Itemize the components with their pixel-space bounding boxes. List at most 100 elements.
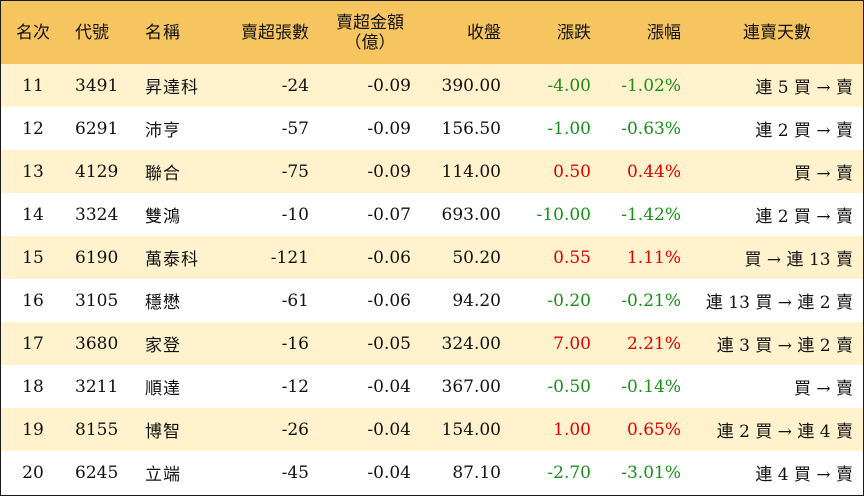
cell-rank: 18 (22, 376, 44, 397)
cell-streak: 連 3 買 → 連 2 賣 (716, 336, 853, 356)
cell-streak: 買 → 賣 (793, 379, 853, 399)
cell-change: -4.00 (547, 75, 591, 96)
cell-net-sell-lots: -10 (281, 204, 309, 225)
table-row: 15 6190 萬泰科 -121 -0.06 50.20 0.55 1.11% 買 → 連 13… (1, 236, 863, 279)
cell-net-sell-lots: -61 (281, 290, 309, 311)
cell-code: 3491 (75, 75, 119, 96)
cell-net-sell-lots: -16 (281, 333, 309, 354)
cell-close: 156.50 (441, 118, 501, 139)
cell-net-sell-amount: -0.04 (367, 462, 411, 483)
table-row: 12 6291 沛亨 -57 -0.09 156.50 -1.00 -0.63% 連 2 買 →… (1, 107, 863, 150)
cell-net-sell-lots: -121 (270, 247, 309, 268)
cell-name: 家登 (145, 336, 181, 356)
cell-name: 穩懋 (145, 293, 181, 313)
header-net-sell-amount-label: 賣超金額 (336, 12, 404, 33)
cell-name: 立端 (145, 465, 181, 485)
cell-code: 3324 (75, 204, 119, 225)
cell-name: 博智 (145, 422, 181, 442)
cell-close: 50.20 (452, 247, 501, 268)
cell-streak: 連 4 買 → 賣 (755, 465, 853, 485)
table-header-row: 名次 代號 名稱 賣超張數 賣超金額 （億） 收盤 漲跌 漲幅 連賣天數 (1, 1, 863, 64)
cell-rank: 13 (22, 161, 44, 182)
cell-code: 6190 (75, 247, 119, 268)
header-change-pct: 漲幅 (647, 22, 681, 43)
cell-net-sell-amount: -0.07 (367, 204, 411, 225)
cell-net-sell-lots: -75 (281, 161, 309, 182)
cell-change: 7.00 (553, 333, 591, 354)
cell-close: 367.00 (441, 376, 501, 397)
table-row: 16 3105 穩懋 -61 -0.06 94.20 -0.20 -0.21% 連 13 買 →… (1, 279, 863, 322)
cell-streak: 連 2 買 → 連 4 賣 (716, 422, 853, 442)
table-row: 17 3680 家登 -16 -0.05 324.00 7.00 2.21% 連 3 買 → 連… (1, 322, 863, 365)
cell-change: -0.20 (547, 290, 591, 311)
cell-code: 4129 (75, 161, 119, 182)
cell-rank: 19 (22, 419, 44, 440)
cell-streak: 連 2 買 → 賣 (755, 121, 853, 141)
cell-net-sell-lots: -26 (281, 419, 309, 440)
cell-code: 3211 (75, 376, 119, 397)
cell-change-pct: 1.11% (626, 247, 681, 268)
table-row: 19 8155 博智 -26 -0.04 154.00 1.00 0.65% 連 2 買 → 連… (1, 408, 863, 451)
cell-code: 6245 (75, 462, 119, 483)
cell-change-pct: 0.65% (626, 419, 681, 440)
header-streak: 連賣天數 (743, 22, 811, 43)
cell-net-sell-amount: -0.06 (367, 290, 411, 311)
table-row: 11 3491 昇達科 -24 -0.09 390.00 -4.00 -1.02% 連 5 買 … (1, 64, 863, 107)
cell-name: 順達 (145, 379, 181, 399)
cell-name: 雙鴻 (145, 207, 181, 227)
cell-name: 沛亨 (145, 121, 181, 141)
cell-name: 萬泰科 (145, 250, 199, 270)
cell-code: 8155 (75, 419, 119, 440)
cell-net-sell-amount: -0.09 (367, 118, 411, 139)
cell-close: 94.20 (452, 290, 501, 311)
cell-rank: 20 (22, 462, 44, 483)
cell-change-pct: 0.44% (626, 161, 681, 182)
cell-close: 87.10 (452, 462, 501, 483)
table-row: 18 3211 順達 -12 -0.04 367.00 -0.50 -0.14% 買 → 賣 (1, 365, 863, 408)
cell-change: 0.50 (553, 161, 591, 182)
cell-name: 昇達科 (145, 78, 199, 98)
table-row: 14 3324 雙鴻 -10 -0.07 693.00 -10.00 -1.42% 連 2 買 … (1, 193, 863, 236)
cell-change-pct: -0.63% (621, 118, 681, 139)
cell-change-pct: -1.42% (621, 204, 681, 225)
cell-change-pct: 2.21% (626, 333, 681, 354)
cell-net-sell-lots: -12 (281, 376, 309, 397)
cell-code: 3680 (75, 333, 119, 354)
cell-change: -1.00 (547, 118, 591, 139)
cell-change-pct: -3.01% (621, 462, 681, 483)
cell-net-sell-amount: -0.09 (367, 75, 411, 96)
cell-close: 324.00 (441, 333, 501, 354)
cell-rank: 17 (22, 333, 44, 354)
cell-streak: 買 → 連 13 賣 (744, 250, 854, 270)
cell-rank: 11 (22, 75, 44, 96)
cell-rank: 16 (22, 290, 44, 311)
header-net-sell-lots: 賣超張數 (241, 22, 309, 43)
cell-net-sell-amount: -0.05 (367, 333, 411, 354)
header-code: 代號 (75, 22, 109, 43)
cell-change-pct: -0.14% (621, 376, 681, 397)
cell-streak: 買 → 賣 (793, 164, 853, 184)
table-row: 20 6245 立端 -45 -0.04 87.10 -2.70 -3.01% 連 4 買 → … (1, 451, 863, 494)
cell-change: -0.50 (547, 376, 591, 397)
cell-change: -2.70 (547, 462, 591, 483)
header-net-sell-amount: 賣超金額 （億） (319, 1, 421, 64)
cell-close: 693.00 (441, 204, 501, 225)
cell-net-sell-amount: -0.04 (367, 419, 411, 440)
cell-net-sell-amount: -0.06 (367, 247, 411, 268)
cell-change: -10.00 (536, 204, 591, 225)
cell-net-sell-lots: -57 (281, 118, 309, 139)
cell-net-sell-lots: -45 (281, 462, 309, 483)
header-change: 漲跌 (557, 22, 591, 43)
header-net-sell-amount-unit: （億） (344, 32, 396, 53)
cell-rank: 15 (22, 247, 44, 268)
cell-change-pct: -0.21% (621, 290, 681, 311)
table-row: 13 4129 聯合 -75 -0.09 114.00 0.50 0.44% 買 → 賣 (1, 150, 863, 193)
cell-rank: 12 (22, 118, 44, 139)
cell-net-sell-amount: -0.04 (367, 376, 411, 397)
cell-streak: 連 13 買 → 連 2 賣 (705, 293, 853, 313)
cell-change: 1.00 (553, 419, 591, 440)
cell-close: 114.00 (441, 161, 501, 182)
cell-rank: 14 (22, 204, 44, 225)
